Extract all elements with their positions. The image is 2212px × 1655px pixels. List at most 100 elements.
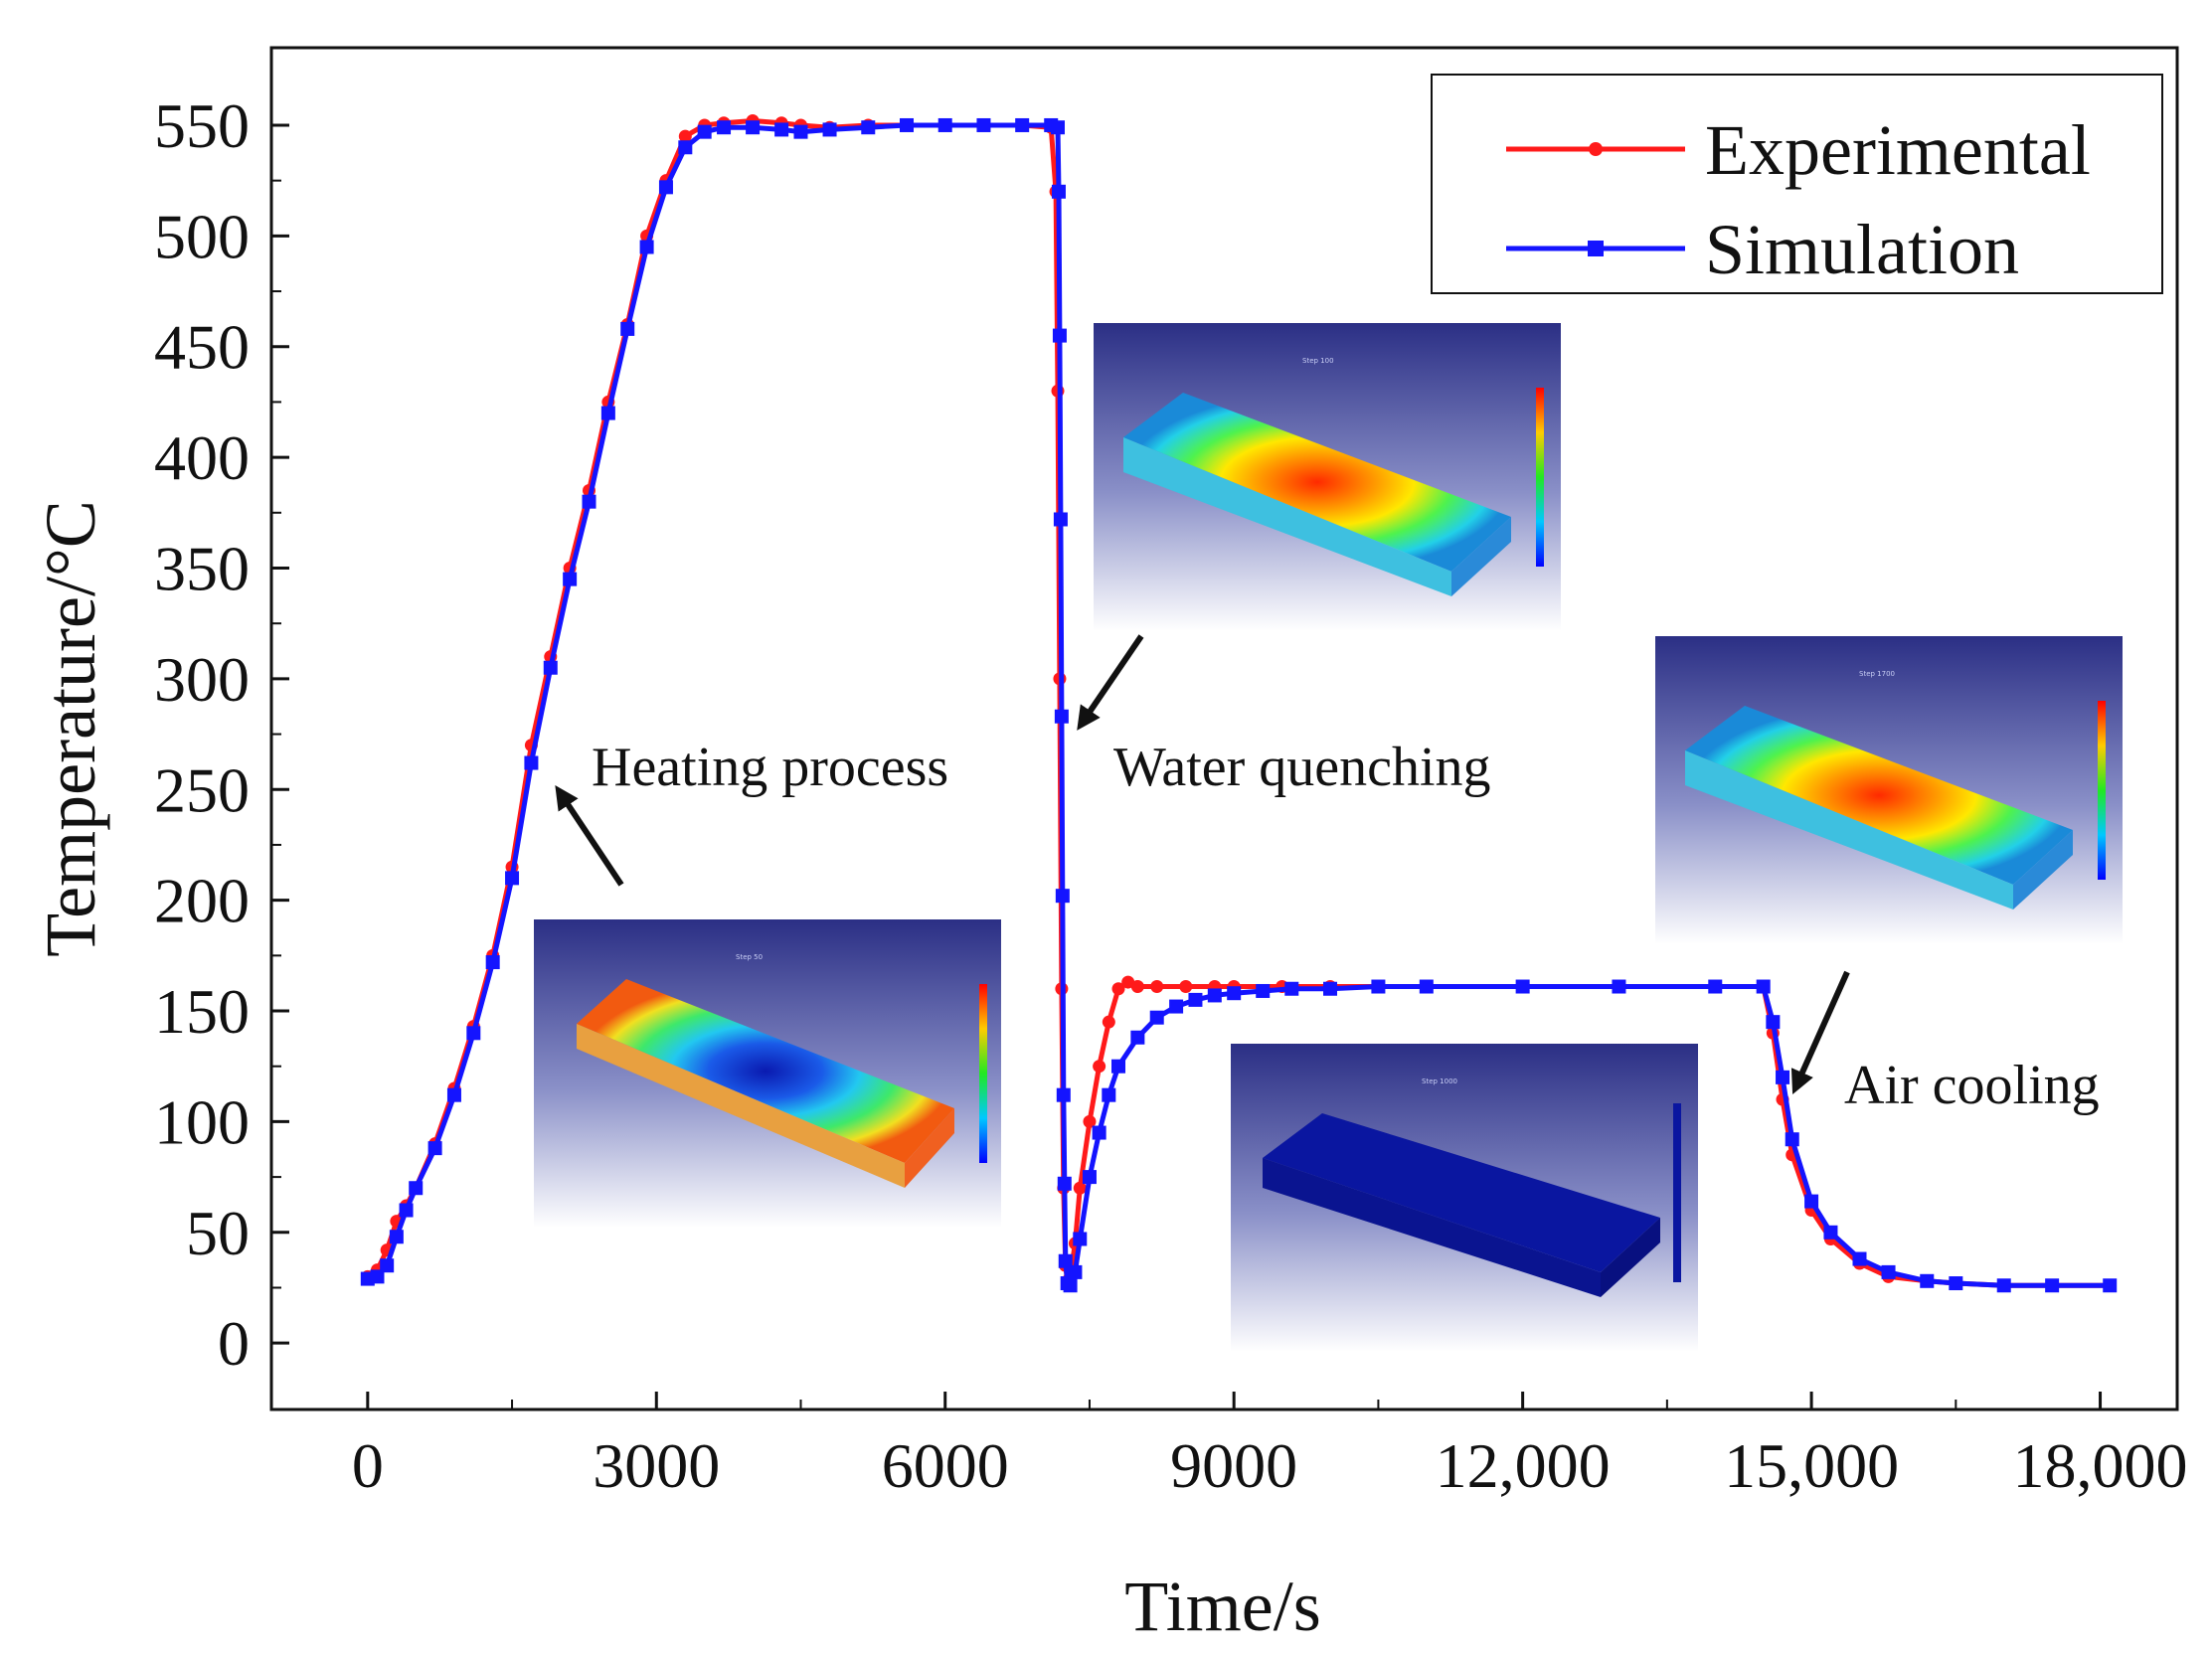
plot-frame	[269, 46, 2179, 1411]
series-simulation-point	[600, 406, 615, 420]
x-tick-label: 18,000	[2013, 1430, 2188, 1501]
x-axis-title: Time/s	[1124, 1567, 1320, 1646]
legend-experimental-marker	[1589, 142, 1603, 156]
series-simulation-point	[1823, 1225, 1838, 1240]
series-simulation-point	[1323, 981, 1337, 996]
legend-box	[1431, 74, 2163, 294]
svg-text:Step 1000: Step 1000	[1422, 1077, 1457, 1085]
series-simulation-point	[1515, 979, 1530, 994]
inset-uniform-simulation: Step 1000	[1231, 1044, 1698, 1352]
series-simulation-point	[1612, 979, 1626, 994]
series-simulation-point	[380, 1258, 395, 1273]
series-simulation-point	[1073, 1232, 1088, 1246]
series-simulation-point	[485, 955, 500, 970]
y-tick-label: 550	[154, 90, 250, 161]
y-tick-label: 250	[154, 754, 250, 825]
series-simulation-point	[639, 240, 654, 254]
series-simulation-line	[367, 122, 2111, 1288]
series-experimental-point	[1121, 975, 1135, 989]
series-simulation-point	[1371, 979, 1386, 994]
series-experimental-point	[1083, 1114, 1097, 1128]
y-tick-label: 400	[154, 422, 250, 493]
series-simulation-point	[1063, 1278, 1078, 1293]
series-simulation-point	[822, 122, 837, 137]
series-simulation-point	[543, 660, 558, 675]
series-simulation-point	[746, 120, 761, 135]
y-tick-label: 350	[154, 533, 250, 603]
axes: 0 50 100 150 200 250 300 350 400 450 500 550 0 3000 60…	[154, 90, 2188, 1501]
series-simulation-point	[1057, 1176, 1072, 1191]
inset-quenching-simulation: Step 100	[1094, 323, 1561, 631]
annotation-quenching: Water quenching	[1113, 737, 1491, 798]
series-simulation-point	[1188, 992, 1203, 1007]
y-tick-label: 0	[218, 1308, 250, 1379]
series-simulation-point	[2103, 1278, 2118, 1293]
series-simulation-point	[505, 871, 520, 886]
inset-cooling-simulation: Step 1700	[1655, 636, 2123, 944]
series-simulation-point	[1207, 988, 1222, 1003]
y-tick-label: 200	[154, 866, 250, 936]
svg-text:Step 1700: Step 1700	[1859, 670, 1895, 678]
series-simulation-point	[1804, 1194, 1819, 1209]
series-simulation-point	[1756, 979, 1771, 994]
series-simulation-point	[1881, 1264, 1896, 1279]
series-simulation-point	[1169, 999, 1184, 1014]
x-tick-label: 15,000	[1724, 1430, 1899, 1501]
series-simulation-point	[1776, 1070, 1790, 1084]
series-simulation-point	[1708, 979, 1723, 994]
series-layer	[360, 114, 2118, 1293]
series-simulation-point	[563, 572, 578, 586]
series-simulation-point	[524, 755, 539, 770]
series-simulation-point	[466, 1026, 481, 1041]
annotations: Heating process Water quenching Air cool…	[555, 634, 2100, 1116]
y-tick-label: 300	[154, 644, 250, 715]
series-simulation-point	[1054, 709, 1069, 724]
series-simulation-point	[1082, 1170, 1097, 1185]
series-experimental-point	[678, 129, 692, 143]
series-simulation-point	[1949, 1276, 1963, 1291]
series-simulation-point	[1056, 1087, 1071, 1102]
series-simulation-point	[1996, 1278, 2011, 1293]
annotation-air-cooling: Air cooling	[1844, 1055, 2100, 1116]
series-simulation-point	[1766, 1015, 1781, 1030]
series-experimental-point	[1150, 980, 1164, 994]
series-simulation-point	[1051, 184, 1066, 199]
series-experimental-point	[1073, 1181, 1087, 1195]
series-simulation-point	[1284, 981, 1299, 996]
series-simulation-point	[2045, 1278, 2060, 1293]
x-tick-label: 0	[352, 1430, 384, 1501]
series-simulation-point	[399, 1203, 414, 1218]
arrow-air-cooling	[1790, 970, 1850, 1094]
inset-heating-simulation: Step 50	[534, 919, 1001, 1228]
y-tick-label: 150	[154, 976, 250, 1047]
x-tick-label: 3000	[593, 1430, 720, 1501]
series-simulation-point	[1015, 117, 1030, 132]
x-tick-label: 6000	[882, 1430, 1009, 1501]
svg-text:Step 100: Step 100	[1302, 357, 1334, 365]
series-simulation-point	[1052, 328, 1067, 343]
series-experimental-point	[1130, 980, 1144, 994]
legend-simulation-marker	[1588, 241, 1604, 256]
series-simulation-point	[1111, 1059, 1125, 1074]
series-simulation-point	[1227, 986, 1242, 1001]
series-simulation-point	[1852, 1251, 1867, 1266]
series-simulation-point	[937, 117, 952, 132]
series-simulation-point	[409, 1181, 424, 1196]
y-tick-label: 100	[154, 1086, 250, 1157]
series-simulation-point	[370, 1269, 385, 1284]
legend-simulation-label: Simulation	[1705, 210, 2019, 289]
series-experimental-point	[1093, 1060, 1106, 1074]
series-simulation-point	[1051, 120, 1066, 135]
series-simulation-point	[1419, 979, 1434, 994]
series-simulation-point	[976, 117, 991, 132]
series-simulation-point	[1068, 1264, 1083, 1279]
series-simulation-point	[697, 124, 712, 139]
series-simulation-point	[1092, 1125, 1106, 1140]
y-tick-label: 50	[186, 1198, 250, 1268]
series-simulation-point	[1055, 889, 1070, 904]
legend-experimental-label: Experimental	[1705, 110, 2091, 190]
series-simulation-point	[427, 1141, 442, 1156]
series-simulation-point	[678, 140, 693, 155]
series-simulation-point	[658, 180, 673, 195]
